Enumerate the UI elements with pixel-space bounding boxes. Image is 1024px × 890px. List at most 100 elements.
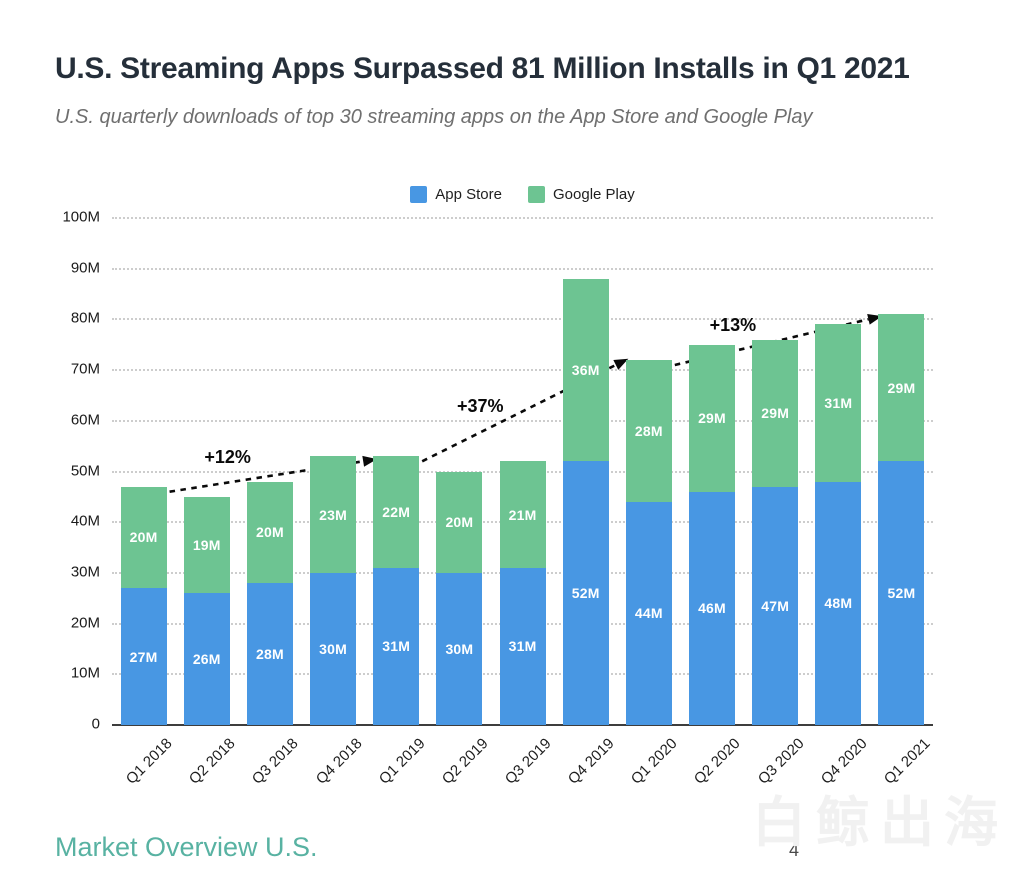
bar-slot: 20M 28M (238, 481, 301, 725)
segment-app-store: 52M (562, 461, 609, 725)
x-axis-tick-label: Q1 2018 (122, 735, 176, 788)
gridline (112, 419, 933, 422)
segment-app-store: 31M (499, 567, 546, 725)
page-subtitle: U.S. quarterly downloads of top 30 strea… (55, 106, 813, 128)
y-axis-tick-label: 0 (91, 715, 100, 733)
y-axis-tick-label: 40M (70, 512, 100, 530)
growth-arrow-head (867, 313, 883, 325)
y-axis-tick-label: 60M (70, 411, 100, 429)
segment-google-play: 36M (562, 278, 609, 462)
y-axis-tick-label: 80M (70, 310, 100, 328)
bar-q3-2019: 21M 31M (499, 461, 546, 725)
bar-slot: 36M 52M (554, 278, 617, 725)
segment-value-label: 23M (319, 506, 347, 523)
segment-google-play: 29M (878, 314, 925, 462)
bar-q1-2018: 20M 27M (120, 486, 167, 725)
footer-section-label: Market Overview U.S. (55, 832, 318, 862)
segment-app-store: 30M (436, 572, 483, 725)
segment-value-label: 26M (192, 651, 221, 668)
segment-app-store: 31M (373, 567, 420, 725)
y-axis-tick-label: 10M (70, 664, 100, 682)
legend-label-app-store: App Store (435, 186, 502, 203)
segment-value-label: 30M (445, 640, 474, 657)
legend-item-app-store: App Store (410, 186, 502, 203)
bar-slot: 29M 46M (680, 344, 743, 725)
segment-value-label: 20M (445, 514, 474, 531)
segment-google-play: 28M (625, 359, 672, 502)
segment-app-store: 30M (310, 572, 357, 725)
segment-value-label: 29M (887, 379, 916, 396)
segment-google-play: 31M (815, 324, 862, 482)
segment-value-label: 21M (508, 506, 537, 523)
segment-app-store: 26M (183, 593, 230, 725)
bar-q3-2018: 20M 28M (246, 481, 293, 725)
segment-app-store: 44M (625, 501, 672, 725)
gridline (112, 318, 933, 321)
segment-value-label: 20M (255, 524, 284, 541)
segment-app-store: 27M (120, 588, 167, 725)
bar-slot: 23M 30M (301, 456, 364, 725)
x-axis-tick-label: Q1 2020 (628, 735, 681, 788)
bars-layer: 20M 27M 19M 26M 20M 28M 23M 30M 22M 31M 20M 30M 21M 3… (112, 218, 933, 725)
segment-value-label: 52M (887, 585, 916, 602)
bar-q1-2021: 29M 52M (878, 314, 925, 725)
segment-value-label: 31M (824, 395, 853, 412)
x-axis-tick-label: Q3 2019 (501, 735, 555, 788)
bar-q3-2020: 29M 47M (752, 339, 799, 725)
segment-value-label: 29M (698, 410, 726, 427)
bar-slot: 28M 44M (617, 359, 680, 725)
google-play-color-swatch (528, 186, 545, 203)
watermark: 白鲸出海 (752, 791, 1008, 854)
page-number: 4 (789, 840, 800, 860)
bar-slot: 21M 31M (491, 461, 554, 725)
page-title: U.S. Streaming Apps Surpassed 81 Million… (55, 52, 910, 85)
x-axis-baseline (112, 724, 933, 726)
gridline (112, 267, 933, 270)
x-axis-tick-label: Q4 2018 (312, 735, 366, 788)
segment-value-label: 28M (634, 422, 663, 439)
y-axis-tick-label: 30M (70, 563, 100, 581)
bar-q4-2020: 31M 48M (815, 324, 862, 725)
segment-value-label: 29M (761, 405, 790, 422)
bar-slot: 29M 47M (744, 339, 807, 725)
app-store-color-swatch (410, 186, 428, 203)
segment-google-play: 20M (436, 471, 483, 573)
segment-app-store: 46M (688, 491, 735, 725)
y-axis-tick-label: 70M (70, 360, 100, 378)
segment-google-play: 23M (310, 456, 357, 573)
bar-q4-2019: 36M 52M (562, 278, 609, 725)
bar-q2-2018: 19M 26M (183, 496, 230, 725)
x-axis-tick-label: Q4 2019 (564, 735, 618, 788)
segment-app-store: 48M (815, 481, 862, 725)
y-axis-tick-label: 90M (70, 259, 100, 277)
bar-q2-2019: 20M 30M (436, 471, 483, 725)
chart-legend: App Store Google Play (112, 186, 933, 203)
segment-app-store: 28M (246, 583, 293, 725)
bar-q2-2020: 29M 46M (688, 344, 735, 725)
segment-value-label: 31M (382, 638, 411, 655)
segment-value-label: 36M (571, 362, 600, 379)
bar-q1-2020: 28M 44M (625, 359, 672, 725)
legend-item-google-play: Google Play (528, 186, 635, 203)
x-axis-tick-label: Q2 2020 (691, 735, 744, 788)
bar-slot: 19M 26M (175, 496, 238, 725)
segment-google-play: 19M (183, 496, 230, 594)
y-axis-tick-label: 20M (70, 614, 100, 632)
x-axis-tick-label: Q3 2018 (249, 735, 302, 788)
y-axis-tick-label: 50M (70, 462, 100, 480)
segment-google-play: 20M (120, 486, 167, 589)
segment-app-store: 52M (878, 461, 925, 725)
segment-value-label: 27M (129, 648, 158, 665)
bar-q1-2019: 22M 31M (373, 456, 420, 725)
x-axis-tick-label: Q2 2019 (438, 735, 492, 788)
segment-value-label: 47M (761, 597, 790, 614)
segment-value-label: 48M (824, 595, 853, 612)
chart-plot: 100M 90M 80M 70M 60M 50M 40M 30M 20M 10M 0 20M 27M 1… (62, 209, 933, 788)
bar-slot: 20M 30M (428, 471, 491, 725)
x-axis-tick-label: Q1 2019 (375, 735, 429, 788)
gridline (112, 217, 933, 219)
segment-google-play: 29M (752, 339, 799, 487)
segment-google-play: 29M (688, 344, 735, 492)
legend-label-google-play: Google Play (553, 186, 635, 203)
segment-value-label: 22M (382, 504, 411, 521)
